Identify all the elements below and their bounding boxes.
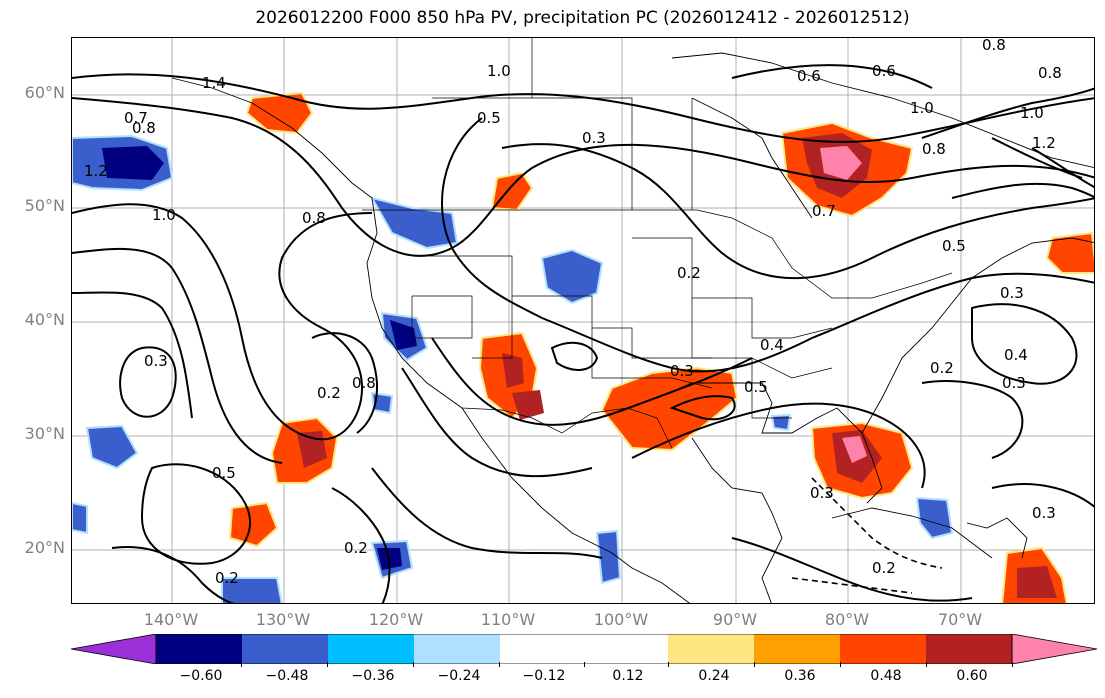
contour-label: 1.2 [1032,134,1056,152]
contour-label: 0.8 [132,119,156,137]
lon-label-140w: 140°W [143,610,199,629]
contour-label: 0.5 [477,109,501,127]
contour-labels: 1.4 1.2 0.7 0.8 1.0 0.8 0.5 0.6 1.0 0.3 … [84,38,1062,587]
contour-label: 0.5 [744,378,768,396]
lat-label-30: 30°N [24,424,65,443]
colorbar-tick-label: −0.36 [351,668,395,684]
contour-label: 0.8 [982,38,1006,54]
map-canvas: 1.4 1.2 0.7 0.8 1.0 0.8 0.5 0.6 1.0 0.3 … [72,38,1094,603]
contour-label: 0.3 [810,484,834,502]
contour-label: 0.8 [922,140,946,158]
contour-label: 0.8 [302,209,326,227]
contour-label: 0.3 [582,129,606,147]
colorbar-swatch [242,634,328,664]
colorbar-swatch [754,634,840,664]
colorbar-extend-high [1011,634,1097,664]
pv-contours [72,64,1094,603]
contour-label: 0.7 [124,109,148,127]
contour-label: 1.0 [152,206,176,224]
colorbar-tick-label: −0.60 [179,668,223,684]
contour-label: 0.2 [215,569,239,587]
colorbar-swatch [926,634,1012,664]
colorbar-tick-label: −0.24 [437,668,481,684]
colorbar-tick-label: −0.12 [522,668,566,684]
colorbar-tick-label: −0.48 [265,668,309,684]
colorbar-tick-label: 0.24 [698,668,730,684]
colorbar-tick-label: 0.12 [612,668,644,684]
lat-label-60: 60°N [24,83,65,102]
contour-label: 0.8 [1038,64,1062,82]
contour-label: 0.3 [670,362,694,380]
contour-label: 0.4 [760,336,784,354]
colorbar-swatch [500,634,668,664]
lon-label-130w: 130°W [255,610,311,629]
contour-label: 0.2 [872,559,896,577]
contour-label: 0.2 [930,359,954,377]
lon-label-90w: 90°W [712,610,758,629]
colorbar-swatch [328,634,414,664]
contour-label: 1.4 [202,74,226,92]
map-title: 2026012200 F000 850 hPa PV, precipitatio… [255,8,910,28]
contour-label: 0.7 [812,202,836,220]
precip-negative [72,134,954,603]
colorbar-extend-low [71,634,157,664]
lat-label-50: 50°N [24,196,65,215]
coastlines [171,52,1094,603]
contour-label: 0.2 [317,384,341,402]
pv-contours-dashed [791,477,943,594]
contour-label: 0.3 [1002,374,1026,392]
lon-label-70w: 70°W [937,610,983,629]
contour-label: 0.3 [1032,504,1056,522]
contour-label: 0.3 [1000,284,1024,302]
map-panel: 1.4 1.2 0.7 0.8 1.0 0.8 0.5 0.6 1.0 0.3 … [71,37,1095,604]
contour-label: 0.5 [212,464,236,482]
contour-label: 0.6 [797,67,821,85]
colorbar-swatch [414,634,500,664]
lon-label-120w: 120°W [368,610,424,629]
colorbar-swatch [840,634,926,664]
colorbar-tick-label: 0.36 [784,668,816,684]
contour-label: 0.2 [344,539,368,557]
contour-label: 0.8 [352,374,376,392]
colorbar-swatch [668,634,754,664]
lon-label-110w: 110°W [480,610,536,629]
contour-label: 1.2 [84,162,108,180]
lon-label-80w: 80°W [824,610,870,629]
lon-label-100w: 100°W [593,610,649,629]
contour-label: 1.0 [910,99,934,117]
contour-label: 0.5 [942,237,966,255]
contour-label: 0.2 [677,264,701,282]
colorbar [71,634,1097,664]
colorbar-tick-label: 0.60 [956,668,988,684]
precip-positive [228,91,1094,603]
contour-label: 0.6 [872,62,896,80]
colorbar-swatch [156,634,242,664]
contour-label: 0.3 [144,352,168,370]
contour-label: 0.4 [1004,346,1028,364]
lat-label-40: 40°N [24,310,65,329]
contour-label: 1.0 [1020,104,1044,122]
colorbar-tick-label: 0.48 [870,668,902,684]
lat-label-20: 20°N [24,538,65,557]
contour-label: 1.0 [487,62,511,80]
